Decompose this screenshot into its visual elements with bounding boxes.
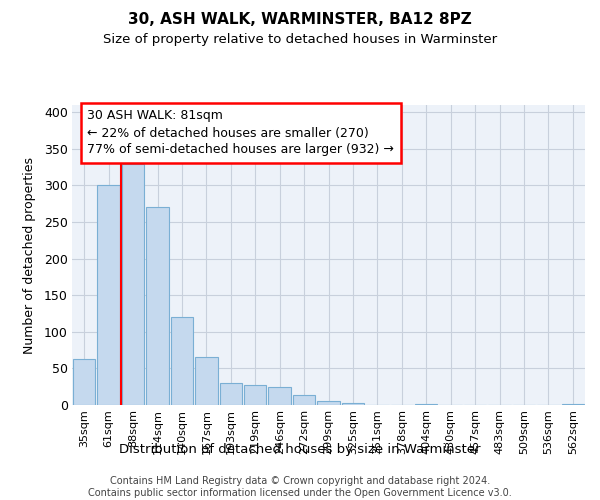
Bar (562, 404, 584, 405)
Bar (268, 386, 291, 405)
Bar (293, 396, 316, 405)
Bar (73, 359, 95, 405)
Bar (170, 317, 193, 405)
Text: Contains HM Land Registry data © Crown copyright and database right 2024.
Contai: Contains HM Land Registry data © Crown c… (88, 476, 512, 498)
Text: 30, ASH WALK, WARMINSTER, BA12 8PZ: 30, ASH WALK, WARMINSTER, BA12 8PZ (128, 12, 472, 28)
Text: Distribution of detached houses by size in Warminster: Distribution of detached houses by size … (119, 442, 481, 456)
Text: Size of property relative to detached houses in Warminster: Size of property relative to detached ho… (103, 32, 497, 46)
Bar (122, 164, 145, 405)
Bar (195, 358, 218, 405)
Bar (317, 402, 340, 405)
Bar (146, 208, 169, 405)
Bar (97, 186, 120, 405)
Y-axis label: Number of detached properties: Number of detached properties (23, 156, 35, 354)
Bar (341, 403, 364, 405)
Bar (220, 383, 242, 405)
Bar (244, 384, 266, 405)
Bar (415, 404, 437, 405)
Text: 30 ASH WALK: 81sqm
← 22% of detached houses are smaller (270)
77% of semi-detach: 30 ASH WALK: 81sqm ← 22% of detached hou… (88, 110, 394, 156)
